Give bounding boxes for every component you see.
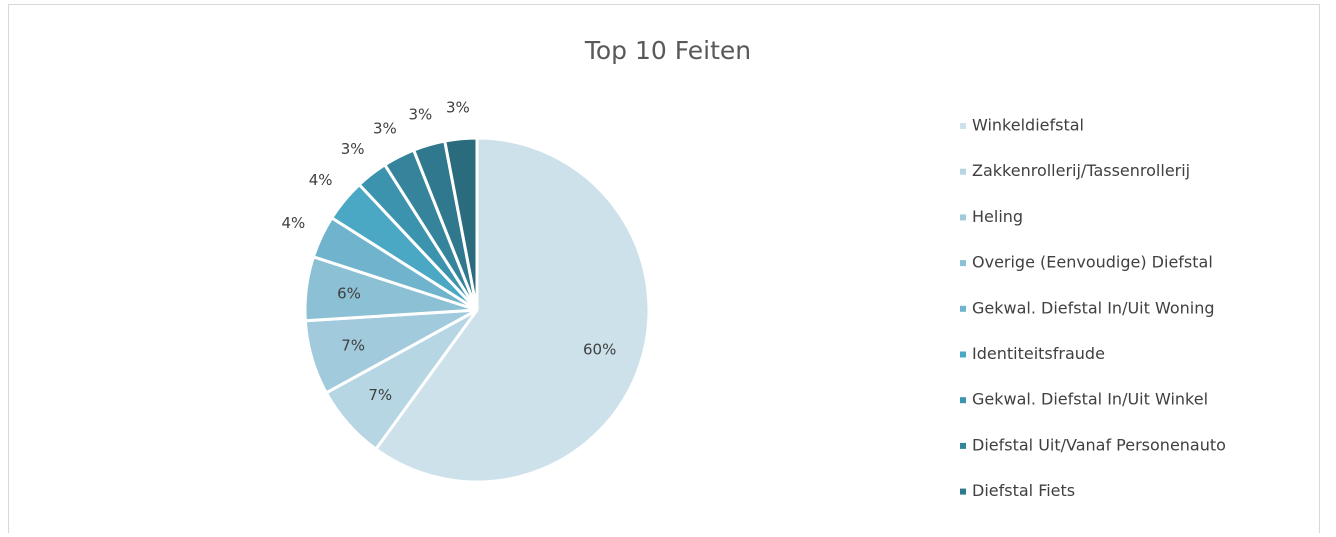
legend-swatch xyxy=(960,351,966,358)
legend-swatch xyxy=(960,260,966,267)
legend-label: Diefstal Fiets xyxy=(972,481,1075,500)
legend-label: Overige (Eenvoudige) Diefstal xyxy=(972,253,1213,272)
legend-label: Zakkenrollerij/Tassenrollerij xyxy=(972,161,1190,180)
pie-slice xyxy=(373,136,651,484)
legend-swatch xyxy=(960,397,966,404)
data-label: 7% xyxy=(368,386,392,404)
legend-label: Diefstal Uit/Vanaf Personenauto xyxy=(972,435,1226,454)
legend-label: Gekwal. Diefstal In/Uit Woning xyxy=(972,298,1215,317)
legend-label: Winkeldiefstal xyxy=(972,116,1084,135)
legend-swatch xyxy=(960,488,966,495)
data-label: 3% xyxy=(373,120,397,138)
data-label: 3% xyxy=(408,106,432,124)
legend-swatch xyxy=(960,442,966,449)
legend-swatch xyxy=(960,214,966,221)
legend-label: Identiteitsfraude xyxy=(972,344,1105,363)
chart-border xyxy=(8,4,1320,537)
data-label: 3% xyxy=(446,98,470,116)
data-label: 4% xyxy=(309,171,333,189)
data-label: 3% xyxy=(341,140,365,158)
pie-slice xyxy=(443,136,479,311)
data-label: 6% xyxy=(337,284,361,302)
legend-swatch xyxy=(960,305,966,312)
legend-swatch xyxy=(960,168,966,175)
data-label: 7% xyxy=(341,336,365,354)
legend-label: Heling xyxy=(972,207,1023,226)
data-label: 4% xyxy=(281,214,305,232)
legend-swatch xyxy=(960,123,966,129)
chart-title: Top 10 Feiten xyxy=(584,36,751,65)
data-label: 60% xyxy=(583,340,616,358)
legend-label: Gekwal. Diefstal In/Uit Winkel xyxy=(972,390,1208,409)
